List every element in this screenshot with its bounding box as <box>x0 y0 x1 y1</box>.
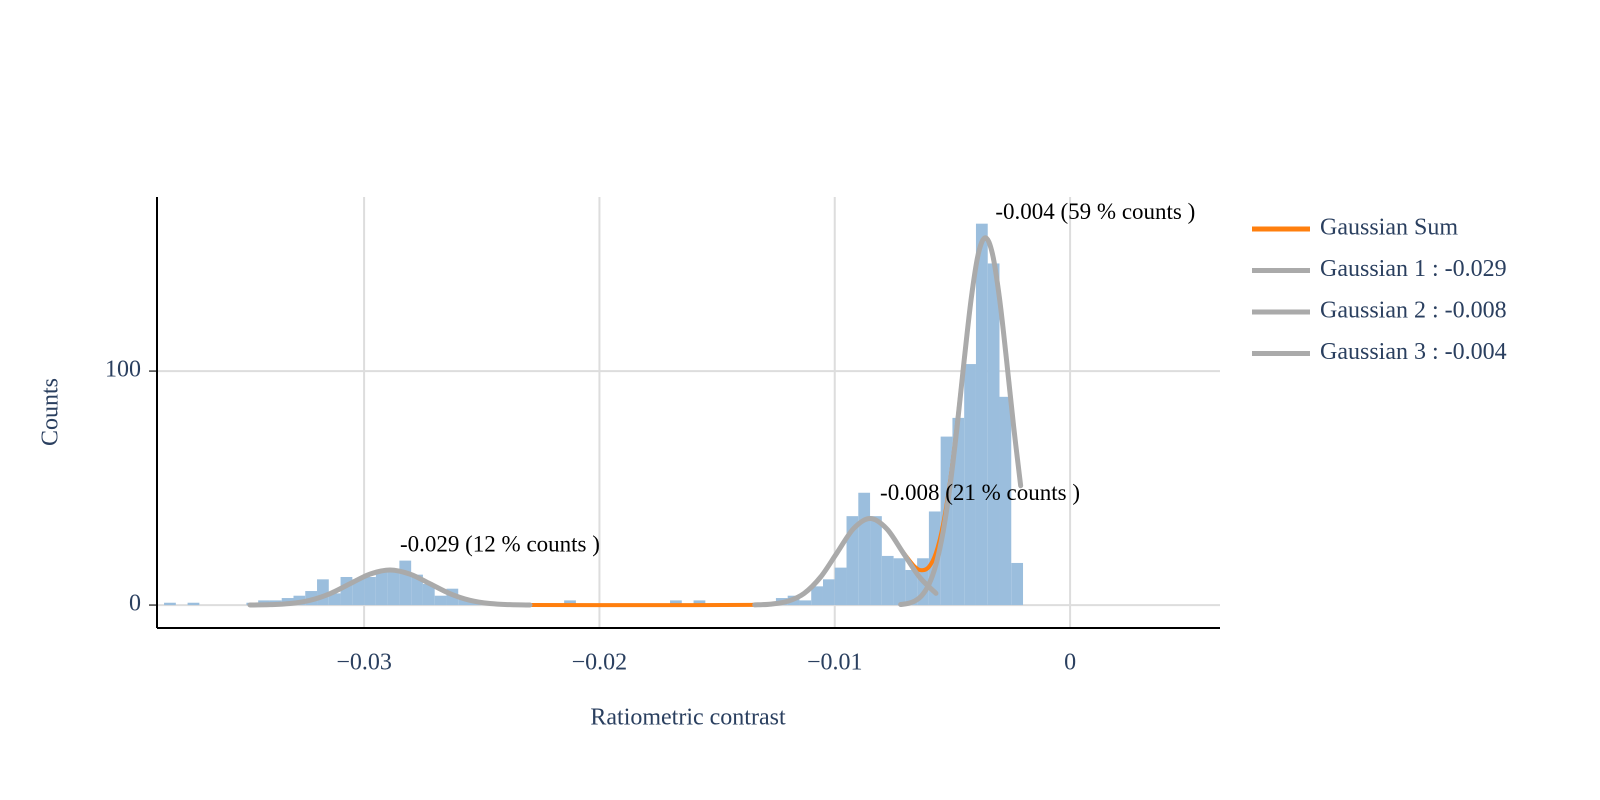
histogram-bar <box>422 584 435 606</box>
legend-label: Gaussian 3 : -0.004 <box>1320 339 1507 365</box>
histogram-bar <box>340 576 353 606</box>
histogram-bar <box>952 417 965 606</box>
histogram-bar <box>975 223 988 606</box>
x-tick-label: 0 <box>1064 650 1076 676</box>
legend-label: Gaussian Sum <box>1320 215 1458 241</box>
histogram-bar <box>834 567 847 606</box>
x-tick-label: −0.01 <box>807 650 863 676</box>
y-tick-label: 100 <box>105 357 141 383</box>
histogram-bar <box>858 492 871 606</box>
histogram-bar <box>846 516 859 606</box>
histogram-bar <box>905 569 918 606</box>
fit-line <box>247 567 533 608</box>
histogram-bar <box>964 364 976 606</box>
histogram-bar <box>399 560 412 606</box>
annotation: -0.029 (12 % counts ) <box>400 531 600 556</box>
histogram-bar <box>328 593 341 606</box>
histogram-bar <box>458 598 470 606</box>
histogram-bar <box>670 600 682 606</box>
histogram-bar <box>693 600 706 606</box>
x-tick-label: −0.03 <box>336 650 392 676</box>
annotation: -0.004 (59 % counts ) <box>995 199 1195 224</box>
legend-label: Gaussian 1 : -0.029 <box>1320 256 1507 282</box>
fit-line <box>247 235 1023 608</box>
histogram-bar <box>870 516 882 606</box>
histogram-bar <box>893 558 906 606</box>
histogram-bar <box>811 586 823 606</box>
x-axis-title: Ratiometric contrast <box>590 705 786 731</box>
histogram-bar <box>1011 562 1024 606</box>
histogram-bar <box>164 602 176 606</box>
histogram-bar <box>187 602 200 606</box>
histogram-bar <box>411 574 423 606</box>
histogram-bar <box>317 579 329 606</box>
histogram-bar <box>881 555 894 606</box>
histogram-bar <box>387 569 400 606</box>
histogram-bar <box>352 579 365 606</box>
y-axis-title: Counts <box>38 378 64 446</box>
histogram-bar <box>999 396 1012 606</box>
y-tick-label: 0 <box>129 591 141 617</box>
histogram-bar <box>364 576 376 606</box>
histogram-bar <box>987 263 1000 606</box>
histogram-bar <box>799 600 812 606</box>
histogram-bar <box>434 595 447 606</box>
fit-line <box>752 515 939 608</box>
histogram-bar <box>375 572 388 606</box>
legend-label: Gaussian 2 : -0.008 <box>1320 298 1507 324</box>
fit-line <box>898 235 1024 608</box>
annotation: -0.008 (21 % counts ) <box>880 480 1080 505</box>
x-tick-label: −0.02 <box>572 650 628 676</box>
histogram-bar <box>822 579 835 606</box>
histogram-bar <box>564 600 576 606</box>
